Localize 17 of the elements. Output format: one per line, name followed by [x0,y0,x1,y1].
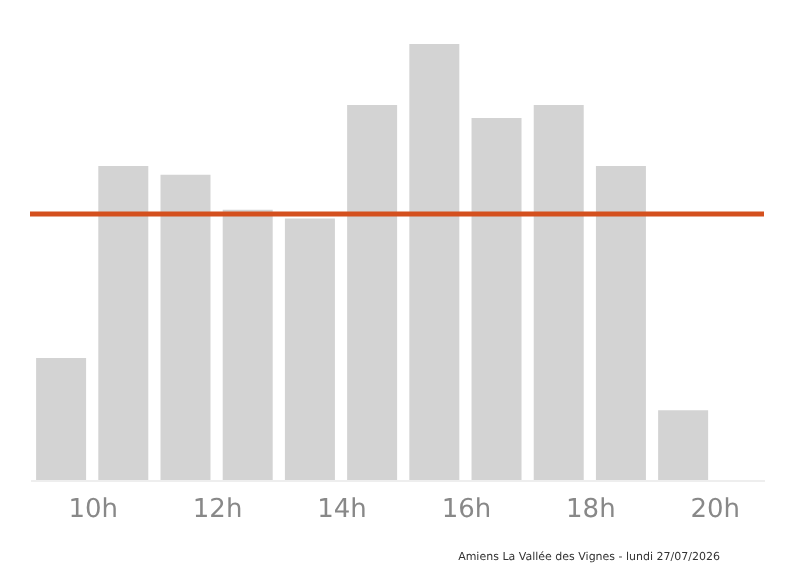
x-tick-label: 12h [192,495,243,525]
bar [595,166,646,480]
x-tick-label: 14h [317,495,367,525]
bar [284,218,335,480]
bar [160,174,211,480]
bar [658,410,709,480]
bar [98,166,149,480]
x-tick-label: 20h [690,495,741,525]
x-tick-label: 10h [68,495,118,525]
bar [533,105,584,480]
bar [409,44,460,480]
bar [471,118,522,480]
x-tick-label: 16h [441,495,492,525]
bar [36,357,87,480]
bar [222,209,273,480]
x-tick-label: 18h [566,495,616,525]
bar [347,105,398,480]
